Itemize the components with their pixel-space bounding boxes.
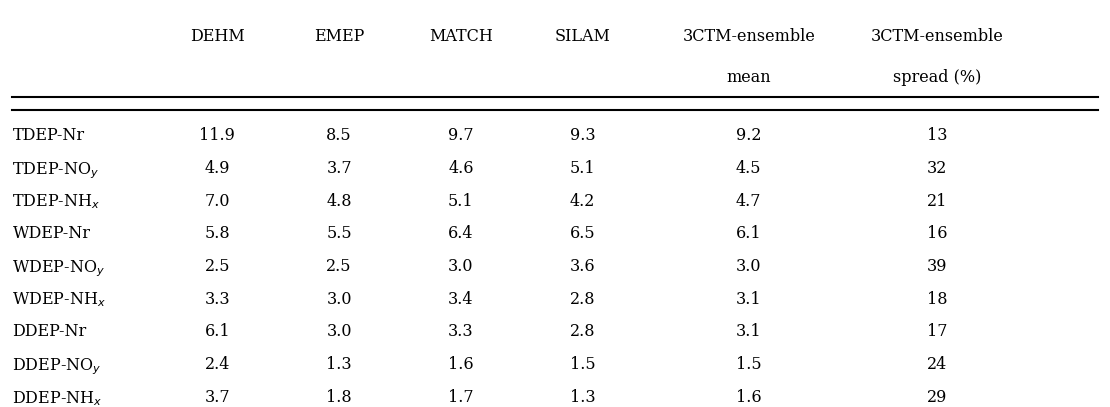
Text: 4.5: 4.5 (736, 160, 761, 177)
Text: 1.8: 1.8 (326, 389, 352, 406)
Text: 6.1: 6.1 (204, 324, 230, 341)
Text: 6.1: 6.1 (736, 225, 761, 243)
Text: 3.0: 3.0 (736, 258, 761, 275)
Text: 3.3: 3.3 (448, 324, 474, 341)
Text: 13: 13 (927, 127, 947, 144)
Text: 3.7: 3.7 (204, 389, 230, 406)
Text: 5.5: 5.5 (326, 225, 352, 243)
Text: TDEP-NO$_y$: TDEP-NO$_y$ (12, 160, 100, 181)
Text: 1.3: 1.3 (326, 356, 352, 373)
Text: 16: 16 (927, 225, 947, 243)
Text: 6.4: 6.4 (448, 225, 474, 243)
Text: 2.8: 2.8 (569, 291, 595, 308)
Text: 1.6: 1.6 (448, 356, 474, 373)
Text: 1.6: 1.6 (736, 389, 761, 406)
Text: 3.1: 3.1 (736, 291, 761, 308)
Text: 3.0: 3.0 (448, 258, 474, 275)
Text: 3.0: 3.0 (326, 324, 352, 341)
Text: 6.5: 6.5 (569, 225, 595, 243)
Text: 9.3: 9.3 (569, 127, 595, 144)
Text: 21: 21 (927, 193, 947, 210)
Text: TDEP-NH$_x$: TDEP-NH$_x$ (12, 193, 101, 211)
Text: 4.9: 4.9 (204, 160, 230, 177)
Text: MATCH: MATCH (428, 28, 493, 45)
Text: spread (%): spread (%) (892, 69, 981, 86)
Text: 3CTM-ensemble: 3CTM-ensemble (870, 28, 1003, 45)
Text: 3.0: 3.0 (326, 291, 352, 308)
Text: WDEP-NH$_x$: WDEP-NH$_x$ (12, 291, 107, 309)
Text: 3CTM-ensemble: 3CTM-ensemble (683, 28, 815, 45)
Text: 5.1: 5.1 (448, 193, 474, 210)
Text: SILAM: SILAM (555, 28, 610, 45)
Text: 4.2: 4.2 (571, 193, 595, 210)
Text: 3.3: 3.3 (204, 291, 230, 308)
Text: 1.5: 1.5 (736, 356, 761, 373)
Text: 2.4: 2.4 (204, 356, 230, 373)
Text: 3.4: 3.4 (448, 291, 474, 308)
Text: DDEP-NO$_y$: DDEP-NO$_y$ (12, 356, 102, 377)
Text: WDEP-NO$_y$: WDEP-NO$_y$ (12, 258, 105, 279)
Text: 39: 39 (927, 258, 947, 275)
Text: mean: mean (726, 69, 771, 86)
Text: 29: 29 (927, 389, 947, 406)
Text: 2.5: 2.5 (204, 258, 230, 275)
Text: 24: 24 (927, 356, 947, 373)
Text: 18: 18 (927, 291, 947, 308)
Text: 5.1: 5.1 (569, 160, 595, 177)
Text: 17: 17 (927, 324, 947, 341)
Text: 3.1: 3.1 (736, 324, 761, 341)
Text: 8.5: 8.5 (326, 127, 352, 144)
Text: 9.7: 9.7 (448, 127, 474, 144)
Text: 32: 32 (927, 160, 947, 177)
Text: 3.6: 3.6 (569, 258, 595, 275)
Text: 1.5: 1.5 (569, 356, 595, 373)
Text: 1.3: 1.3 (569, 389, 595, 406)
Text: EMEP: EMEP (314, 28, 364, 45)
Text: 4.8: 4.8 (326, 193, 352, 210)
Text: DEHM: DEHM (190, 28, 244, 45)
Text: 2.5: 2.5 (326, 258, 352, 275)
Text: 5.8: 5.8 (204, 225, 230, 243)
Text: 1.7: 1.7 (448, 389, 474, 406)
Text: 7.0: 7.0 (204, 193, 230, 210)
Text: 2.8: 2.8 (569, 324, 595, 341)
Text: 11.9: 11.9 (200, 127, 235, 144)
Text: 4.7: 4.7 (736, 193, 761, 210)
Text: 3.7: 3.7 (326, 160, 352, 177)
Text: 4.6: 4.6 (448, 160, 474, 177)
Text: 9.2: 9.2 (736, 127, 761, 144)
Text: TDEP-Nr: TDEP-Nr (12, 127, 84, 144)
Text: DDEP-NH$_x$: DDEP-NH$_x$ (12, 389, 103, 407)
Text: WDEP-Nr: WDEP-Nr (12, 225, 90, 243)
Text: DDEP-Nr: DDEP-Nr (12, 324, 87, 341)
